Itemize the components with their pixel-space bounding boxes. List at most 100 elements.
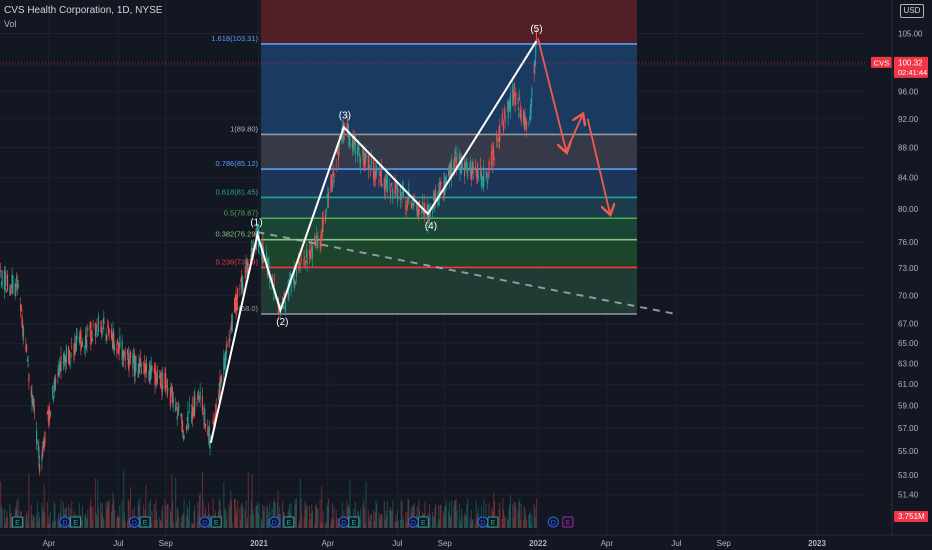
candle-body bbox=[337, 143, 339, 155]
candle-body bbox=[180, 413, 182, 416]
volume-bar bbox=[212, 498, 214, 528]
volume-bar bbox=[362, 505, 364, 528]
volume-bar bbox=[229, 507, 231, 528]
volume-bar bbox=[241, 502, 243, 528]
candle-body bbox=[435, 188, 437, 205]
candle-body bbox=[295, 282, 297, 284]
candle-body bbox=[416, 204, 418, 216]
candle-body bbox=[22, 328, 24, 336]
candle-body bbox=[422, 210, 424, 214]
volume-bar bbox=[449, 515, 451, 528]
volume-bar bbox=[41, 502, 43, 528]
candle-body bbox=[240, 276, 242, 288]
volume-bar bbox=[172, 521, 174, 528]
volume-bar bbox=[461, 508, 463, 528]
candle-body bbox=[140, 362, 142, 375]
volume-bar bbox=[219, 501, 221, 528]
currency-button[interactable]: USD bbox=[900, 4, 924, 18]
fib-level-label: 1.618(103.31) bbox=[211, 34, 258, 43]
candle-body bbox=[336, 153, 338, 155]
candle-body bbox=[103, 316, 105, 325]
y-tick-label: 65.00 bbox=[898, 339, 919, 348]
candle-body bbox=[438, 190, 440, 198]
volume-bar bbox=[370, 514, 372, 528]
volume-bar bbox=[327, 506, 329, 528]
candle-body bbox=[75, 337, 77, 352]
candle-body bbox=[86, 345, 88, 347]
volume-bar bbox=[509, 504, 511, 528]
candle-body bbox=[294, 281, 296, 284]
event-marker-label: E bbox=[286, 520, 291, 527]
candle-body bbox=[85, 334, 87, 346]
candle-body bbox=[353, 141, 355, 150]
volume-bar bbox=[268, 512, 270, 528]
candle-body bbox=[290, 273, 292, 292]
x-tick-label: 2021 bbox=[250, 539, 268, 548]
candle-body bbox=[328, 191, 330, 198]
candle-body bbox=[337, 152, 340, 161]
volume-bar bbox=[42, 511, 44, 528]
volume-bar bbox=[330, 523, 332, 528]
volume-bar bbox=[153, 503, 155, 528]
volume-bar bbox=[440, 505, 442, 528]
volume-bar bbox=[472, 518, 474, 528]
volume-bar bbox=[512, 504, 514, 528]
volume-bar bbox=[42, 508, 44, 528]
volume-bar bbox=[188, 500, 190, 528]
event-marker-label: D bbox=[202, 520, 207, 527]
candle-body bbox=[118, 347, 120, 354]
volume-bar bbox=[503, 509, 505, 528]
volume-bar bbox=[396, 522, 398, 528]
volume-bar bbox=[166, 504, 168, 528]
volume-bar bbox=[161, 510, 163, 528]
event-marker-label: E bbox=[15, 520, 20, 527]
candle-body bbox=[94, 323, 96, 337]
volume-bar bbox=[370, 513, 372, 528]
volume-bar bbox=[0, 481, 2, 528]
candle-body bbox=[519, 109, 521, 117]
fib-level-label: 0.382(76.29) bbox=[215, 230, 258, 239]
volume-bar bbox=[406, 511, 408, 528]
candle-body bbox=[182, 422, 184, 433]
volume-bar bbox=[89, 505, 91, 528]
candle-body bbox=[325, 209, 327, 212]
candle-body bbox=[107, 325, 109, 327]
candle-body bbox=[533, 63, 535, 74]
candle-body bbox=[324, 214, 327, 222]
volume-bar bbox=[341, 502, 343, 528]
volume-bar bbox=[435, 503, 437, 528]
candle-body bbox=[220, 375, 223, 383]
volume-bar bbox=[316, 507, 318, 528]
y-tick-label: 105.00 bbox=[898, 29, 923, 38]
volume-bar bbox=[305, 508, 307, 528]
wave-label: (5) bbox=[530, 24, 542, 35]
candle-body bbox=[464, 161, 466, 176]
candle-body bbox=[309, 256, 311, 259]
candle-body bbox=[69, 363, 71, 365]
candle-body bbox=[434, 194, 436, 203]
candle-body bbox=[55, 378, 57, 383]
volume-bar bbox=[159, 520, 161, 528]
volume-bar bbox=[533, 503, 535, 528]
candle-body bbox=[9, 286, 11, 294]
candle-body bbox=[149, 367, 152, 380]
volume-bar bbox=[433, 517, 435, 528]
wave-label: (3) bbox=[339, 110, 351, 121]
candle-body bbox=[188, 424, 190, 428]
candle-body bbox=[427, 210, 429, 225]
candle-body bbox=[320, 235, 322, 248]
candle-body bbox=[263, 247, 265, 254]
candle-body bbox=[378, 180, 380, 183]
candle-body bbox=[100, 330, 102, 332]
candle-body bbox=[123, 351, 126, 355]
volume-bar bbox=[369, 521, 371, 528]
candle-body bbox=[134, 363, 136, 377]
volume-bar bbox=[170, 511, 172, 528]
candle-body bbox=[68, 350, 70, 365]
candle-body bbox=[236, 301, 238, 310]
volume-bar bbox=[196, 522, 198, 528]
volume-bar bbox=[276, 503, 278, 528]
candle-body bbox=[454, 156, 456, 169]
volume-bar bbox=[390, 510, 392, 528]
